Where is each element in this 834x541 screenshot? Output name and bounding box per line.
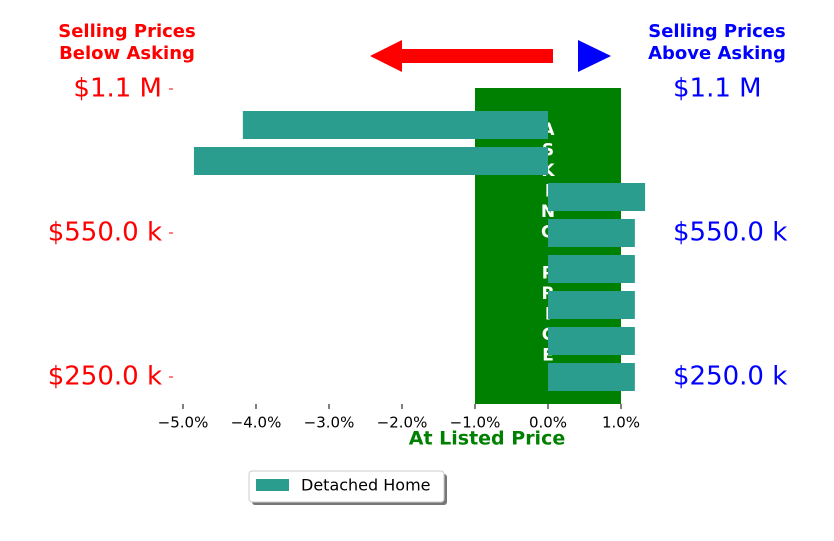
right-arrow xyxy=(578,40,611,72)
bar xyxy=(242,111,549,139)
title-left: Selling Prices xyxy=(58,21,195,42)
legend-box xyxy=(248,470,445,503)
bar xyxy=(548,327,635,355)
title-left: Below Asking xyxy=(59,43,195,64)
x-tick-label: 0.0% xyxy=(529,414,567,432)
bar xyxy=(193,147,548,175)
bar xyxy=(548,255,635,283)
legend: Detached Home xyxy=(248,470,447,505)
y-tick-label: $250.0 k xyxy=(48,362,162,392)
title-right: Selling Prices xyxy=(648,21,785,42)
x-tick-label: 1.0% xyxy=(602,414,640,432)
bar xyxy=(548,183,646,211)
x-tick-label: −2.0% xyxy=(377,414,428,432)
bar xyxy=(548,363,635,391)
left-arrow xyxy=(370,40,553,72)
legend-label: Detached Home xyxy=(301,476,431,495)
bar xyxy=(548,291,635,319)
y2-tick-label: $250.0 k xyxy=(673,362,787,392)
y-tick-label: $550.0 k xyxy=(48,218,162,248)
x-tick-label: −4.0% xyxy=(231,414,282,432)
x-axis-label: At Listed Price xyxy=(409,428,565,450)
x-tick-label: −1.0% xyxy=(450,414,501,432)
title-right: Above Asking xyxy=(648,43,786,64)
x-tick-label: −5.0% xyxy=(158,414,209,432)
y-tick-label: $1.1 M xyxy=(73,74,162,104)
y2-tick-label: $1.1 M xyxy=(673,74,762,104)
legend-swatch xyxy=(256,479,289,491)
bar xyxy=(548,219,635,247)
y2-tick-label: $550.0 k xyxy=(673,218,787,248)
x-tick-label: −3.0% xyxy=(304,414,355,432)
